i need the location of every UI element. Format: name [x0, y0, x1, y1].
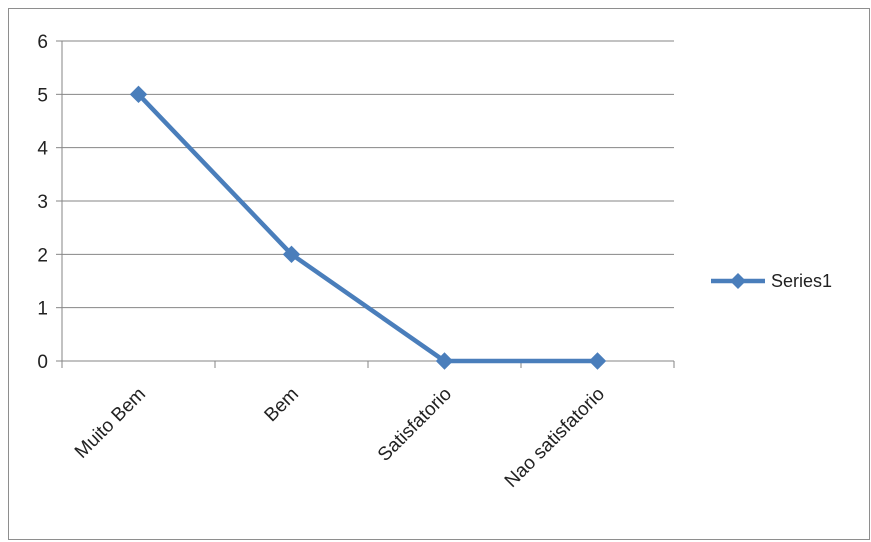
y-tick-label: 0	[37, 352, 48, 373]
y-tick-label: 4	[37, 139, 48, 160]
x-tick-label: Muito Bem	[71, 384, 150, 463]
y-tick-label: 1	[37, 299, 48, 320]
legend: Series1	[711, 271, 832, 291]
series-line	[136, 92, 598, 364]
chart-frame	[8, 8, 870, 540]
data-point	[435, 352, 454, 370]
data-point	[588, 352, 607, 370]
legend-label: Series1	[771, 271, 832, 291]
data-point	[129, 85, 148, 104]
x-tick-labels: Muito Bem Bem Satisfatorio Nao satisfatorio	[61, 361, 675, 492]
y-tick-label: 6	[37, 32, 48, 53]
y-tick-labels: 0 1 2 3 4 5 6	[37, 32, 62, 373]
y-tick-label: 2	[37, 245, 48, 266]
y-tick-label: 5	[37, 85, 48, 106]
legend-swatch-marker	[730, 273, 746, 289]
gridlines	[62, 40, 674, 309]
series-layer	[129, 85, 607, 370]
data-point	[282, 245, 301, 264]
x-tick-label: Nao satisfatorio	[501, 384, 609, 492]
x-tick-label: Satisfatorio	[374, 384, 456, 466]
x-tick-label: Bem	[261, 384, 303, 426]
y-tick-label: 3	[37, 192, 48, 213]
